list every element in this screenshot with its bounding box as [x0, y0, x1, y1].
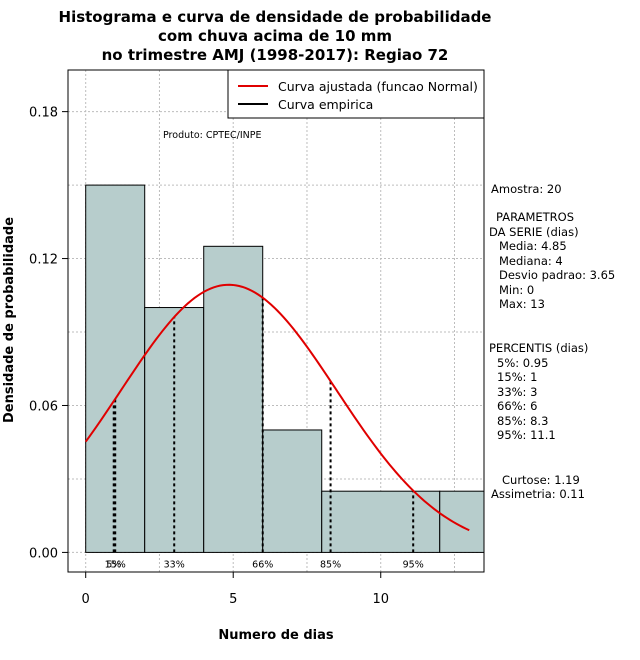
chart-title-line-2: com chuva acima de 10 mm [158, 27, 392, 45]
x-tick-label-1: 5 [229, 592, 237, 607]
legend: Curva ajustada (funcao Normal) Curva emp… [227, 69, 485, 119]
y-tick-label-0: 0.00 [29, 546, 58, 561]
histogram-bar-2 [203, 245, 264, 553]
x-tick-label-2: 10 [372, 592, 389, 607]
y-tick-label-3: 0.18 [29, 106, 58, 121]
legend-label-normal: Curva ajustada (funcao Normal) [278, 79, 478, 94]
stat-min: Min: 0 [499, 283, 534, 297]
histogram-bar-5 [439, 490, 485, 553]
legend-label-empirical: Curva empirica [278, 97, 373, 112]
stats-panel: Amostra: 20 PARAMETROS DA SERIE (dias) M… [489, 182, 615, 501]
stat-p85: 85%: 8.3 [497, 414, 548, 428]
y-axis: 0.00 0.06 0.12 0.18 [29, 106, 68, 561]
stat-p95: 95%: 11.1 [497, 428, 556, 442]
stat-mediana: Mediana: 4 [499, 254, 563, 268]
stat-percentis-title: PERCENTIS (dias) [489, 341, 588, 355]
stat-params-title-1: PARAMETROS [496, 210, 574, 224]
stat-max: Max: 13 [499, 297, 545, 311]
chart-title-line-3: no trimestre AMJ (1998-2017): Regiao 72 [102, 46, 449, 64]
histogram-bar-4 [321, 490, 441, 553]
x-tick-label-0: 0 [82, 592, 90, 607]
percentile-label-0: 5% [106, 559, 121, 570]
percentile-label-2: 33% [164, 559, 185, 570]
stat-desvio: Desvio padrao: 3.65 [499, 268, 615, 282]
y-tick-label-1: 0.06 [29, 399, 58, 414]
stat-p33: 33%: 3 [497, 385, 537, 399]
histogram-bars [85, 184, 485, 553]
percentile-label-3: 66% [252, 559, 273, 570]
histogram-bar-3 [262, 429, 323, 553]
credit-label: Produto: CPTEC/INPE [163, 130, 262, 141]
stat-p5: 5%: 0.95 [497, 356, 548, 370]
stat-curtose: Curtose: 1.19 [502, 473, 580, 487]
percentile-label-5: 95% [403, 559, 424, 570]
legend-box [227, 69, 485, 119]
stat-p15: 15%: 1 [497, 370, 537, 384]
chart-title-line-1: Histograma e curva de densidade de proba… [59, 8, 492, 26]
percentile-label-4: 85% [320, 559, 341, 570]
stat-p66: 66%: 6 [497, 399, 537, 413]
stat-sample: Amostra: 20 [491, 182, 562, 196]
stat-media: Media: 4.85 [499, 239, 567, 253]
stat-params-title-2: DA SERIE (dias) [489, 225, 579, 239]
percentile-lines: 5%15% 33% 66% 85% 95% [105, 297, 424, 570]
x-axis-title: Numero de dias [218, 628, 334, 643]
y-tick-label-2: 0.12 [29, 253, 58, 268]
normal-curve [84, 283, 470, 532]
stat-assimetria: Assimetria: 0.11 [491, 487, 585, 501]
percentile-label-1: 15% [105, 559, 126, 570]
x-axis: 0 5 10 [82, 572, 389, 607]
y-axis-title: Densidade de probabilidade [2, 217, 17, 423]
